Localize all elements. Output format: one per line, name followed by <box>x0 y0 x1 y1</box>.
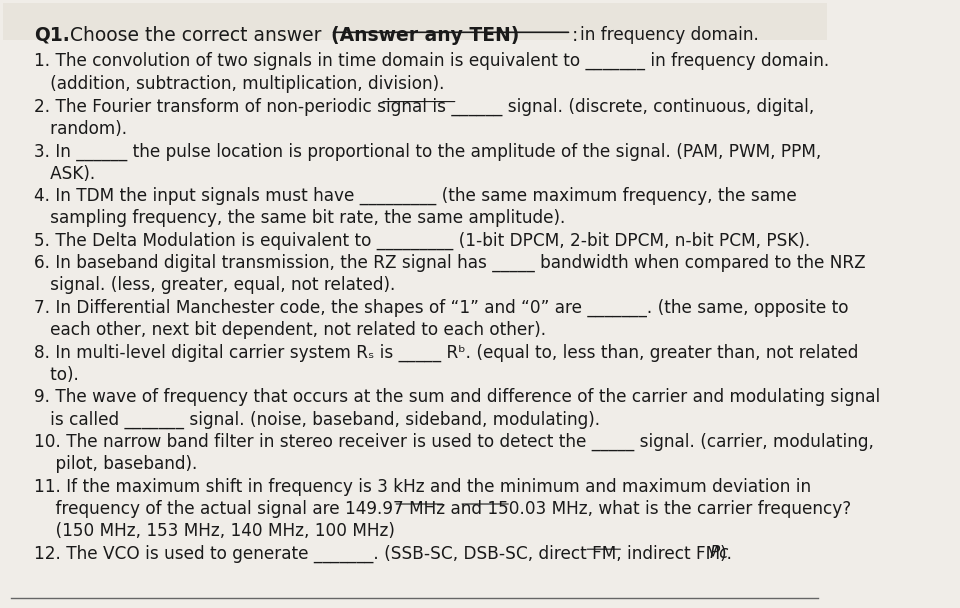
Text: pilot, baseband).: pilot, baseband). <box>35 455 198 473</box>
Text: Pc: Pc <box>709 544 729 562</box>
Text: in frequency domain.: in frequency domain. <box>580 26 758 44</box>
Text: 7. In Differential Manchester code, the shapes of “1” and “0” are _______. (the : 7. In Differential Manchester code, the … <box>35 299 849 317</box>
Text: random).: random). <box>35 120 128 137</box>
Text: (150 MHz, 153 MHz, 140 MHz, 100 MHz): (150 MHz, 153 MHz, 140 MHz, 100 MHz) <box>35 522 395 540</box>
Text: sampling frequency, the same bit rate, the same amplitude).: sampling frequency, the same bit rate, t… <box>35 209 565 227</box>
Text: 12. The VCO is used to generate _______. (SSB-SC, DSB-SC, direct FM, indirect FM: 12. The VCO is used to generate _______.… <box>35 544 732 562</box>
Text: Choose the correct answer: Choose the correct answer <box>70 26 327 44</box>
Text: (Answer any TEN): (Answer any TEN) <box>330 26 519 44</box>
Text: 3. In ______ the pulse location is proportional to the amplitude of the signal. : 3. In ______ the pulse location is propo… <box>35 142 822 161</box>
Text: frequency of the actual signal are 149.97 MHz and 150.03 MHz, what is the carrie: frequency of the actual signal are 149.9… <box>35 500 852 518</box>
Text: 9. The wave of frequency that occurs at the sum and difference of the carrier an: 9. The wave of frequency that occurs at … <box>35 389 880 406</box>
Text: 6. In baseband digital transmission, the RZ signal has _____ bandwidth when comp: 6. In baseband digital transmission, the… <box>35 254 866 272</box>
Text: 11. If the maximum shift in frequency is 3 kHz and the minimum and maximum devia: 11. If the maximum shift in frequency is… <box>35 477 811 496</box>
Text: 1. The convolution of two signals in time domain is equivalent to _______ in fre: 1. The convolution of two signals in tim… <box>35 52 829 71</box>
Text: to).: to). <box>35 366 79 384</box>
Text: 10. The narrow band filter in stereo receiver is used to detect the _____ signal: 10. The narrow band filter in stereo rec… <box>35 433 874 451</box>
Bar <box>3 3 827 40</box>
Text: ASK).: ASK). <box>35 165 95 183</box>
Text: 8. In multi-level digital carrier system Rₛ is _____ Rᵇ. (equal to, less than, g: 8. In multi-level digital carrier system… <box>35 344 858 362</box>
Text: (addition, subtraction, multiplication, division).: (addition, subtraction, multiplication, … <box>35 75 444 93</box>
Text: Q1.: Q1. <box>35 26 70 44</box>
Text: :: : <box>571 26 578 44</box>
Text: signal. (less, greater, equal, not related).: signal. (less, greater, equal, not relat… <box>35 276 396 294</box>
Text: 5. The Delta Modulation is equivalent to _________ (1-bit DPCM, 2-bit DPCM, n-bi: 5. The Delta Modulation is equivalent to… <box>35 232 810 250</box>
Text: is called _______ signal. (noise, baseband, sideband, modulating).: is called _______ signal. (noise, baseba… <box>35 410 600 429</box>
Text: 4. In TDM the input signals must have _________ (the same maximum frequency, the: 4. In TDM the input signals must have __… <box>35 187 797 206</box>
Text: each other, next bit dependent, not related to each other).: each other, next bit dependent, not rela… <box>35 322 546 339</box>
Text: 2. The Fourier transform of non-periodic signal is ______ signal. (discrete, con: 2. The Fourier transform of non-periodic… <box>35 97 814 116</box>
